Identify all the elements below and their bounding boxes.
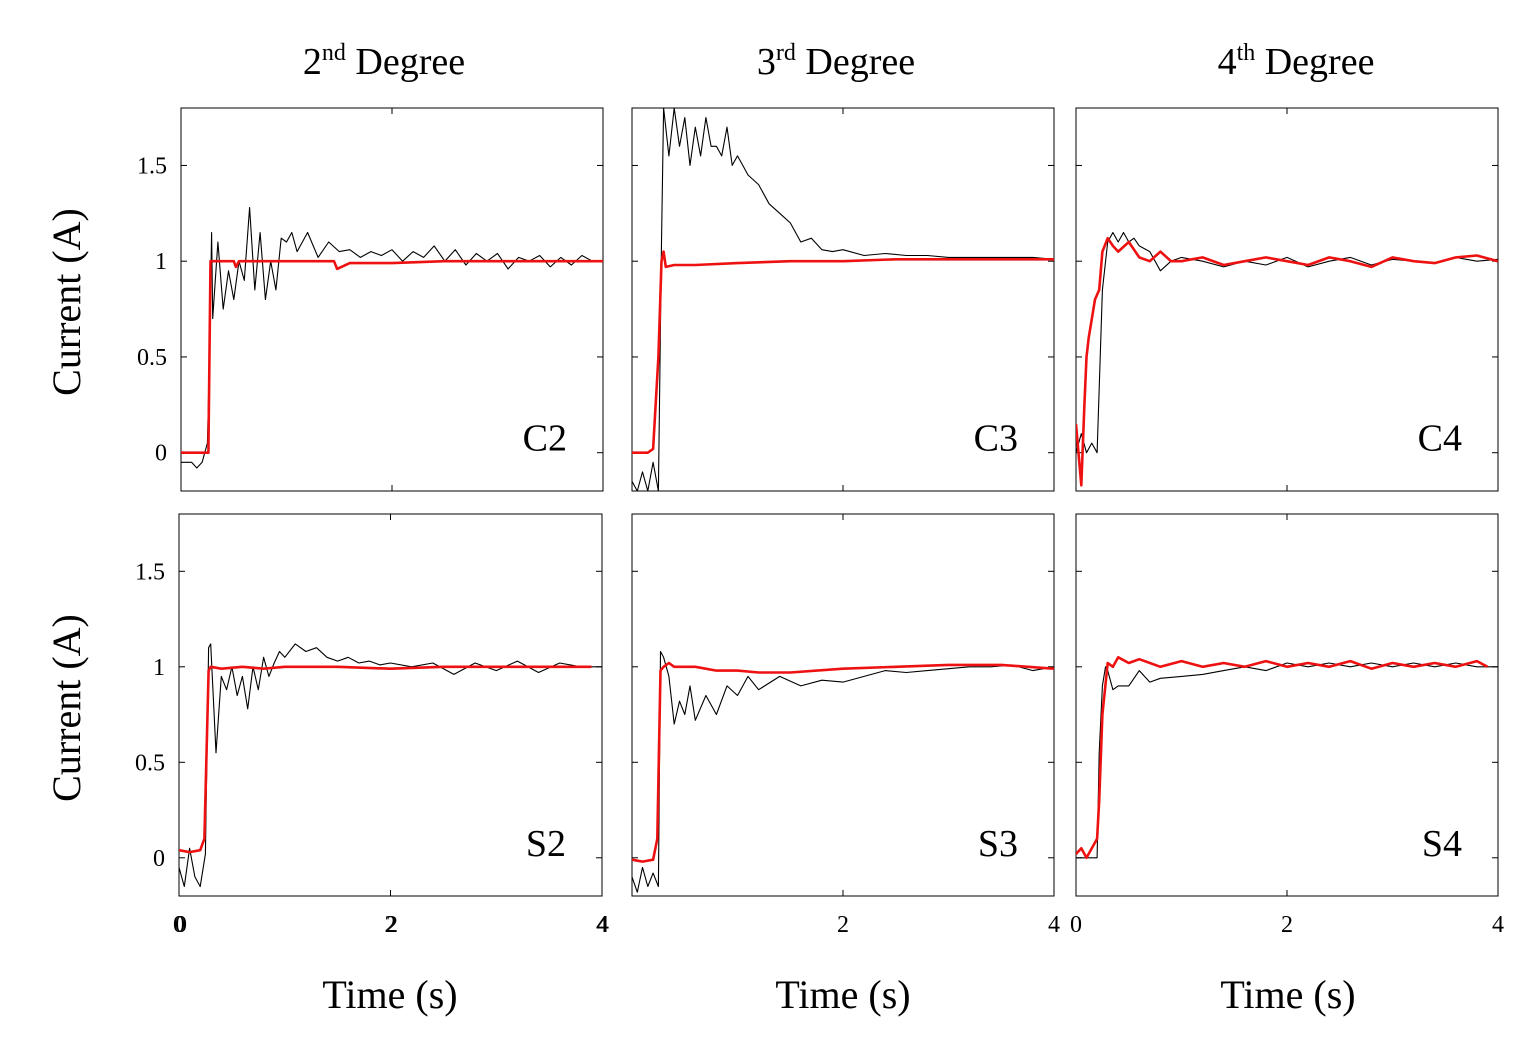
panel-c2: 0 0.5 1 1.5 0 2 4 C2	[137, 107, 609, 938]
x-tick-label: 2	[385, 912, 397, 938]
panel-label-s3: S3	[978, 823, 1018, 865]
series-measured-c3	[632, 108, 1054, 491]
y-tick-label: 0	[153, 846, 165, 872]
y-tick-label: 1.5	[135, 559, 165, 585]
y-tick-label: 1.5	[137, 153, 167, 179]
x-tick-label: 0	[175, 912, 187, 938]
panel-c4: C4	[1075, 107, 1499, 492]
column-title-2nd-degree: 2nd Degree	[303, 40, 465, 83]
column-title-4th-degree: 4th Degree	[1218, 40, 1375, 83]
x-tick-label: 0	[1070, 912, 1082, 938]
x-axis-label-col3: Time (s)	[1220, 972, 1355, 1017]
series-measured-s2	[179, 643, 602, 888]
column-title-3rd-degree: 3rd Degree	[757, 40, 915, 83]
x-axis-label-col2: Time (s)	[775, 972, 910, 1017]
x-tick-label: 4	[1492, 912, 1504, 938]
series-model-s3	[632, 661, 1054, 863]
series-model-s2	[179, 665, 592, 854]
series-model-s4	[1076, 655, 1489, 860]
x-tick-label: 4	[1048, 912, 1060, 938]
panel-s3: 2 4 S3	[631, 513, 1060, 938]
x-axis-label-col1: Time (s)	[322, 972, 457, 1017]
series-measured-c2	[181, 207, 603, 469]
panel-c3: C3	[631, 107, 1055, 492]
x-tick-label: 2	[837, 912, 849, 938]
y-tick-label: 0	[155, 441, 167, 467]
y-axis-label-top: Current (A)	[44, 208, 89, 396]
x-tick-label: 2	[1281, 912, 1293, 938]
panel-label-s2: S2	[526, 823, 566, 865]
y-tick-label: 0.5	[135, 750, 165, 776]
y-tick-label: 1	[155, 249, 167, 275]
series-measured-s4	[1076, 662, 1498, 859]
x-tick-label: 2	[386, 912, 398, 938]
panel-s2: 0 0.5 1 1.5 0 2 4 S2	[135, 513, 608, 938]
panel-s4: 0 2 4 S4	[1070, 513, 1504, 938]
x-tick-label: 4	[597, 912, 609, 938]
x-tick-label: 4	[596, 912, 608, 938]
series-model-c3	[632, 250, 1054, 455]
panel-label-c4: C4	[1418, 418, 1462, 460]
panel-label-c2: C2	[523, 418, 567, 460]
y-axis-label-bottom: Current (A)	[44, 614, 89, 802]
series-model-c4	[1076, 236, 1498, 487]
panel-label-c3: C3	[974, 418, 1018, 460]
x-tick-label: 0	[173, 912, 185, 938]
y-tick-label: 1	[153, 655, 165, 681]
series-model-c2	[181, 259, 603, 455]
y-tick-label: 0.5	[137, 345, 167, 371]
panel-label-s4: S4	[1422, 823, 1462, 865]
